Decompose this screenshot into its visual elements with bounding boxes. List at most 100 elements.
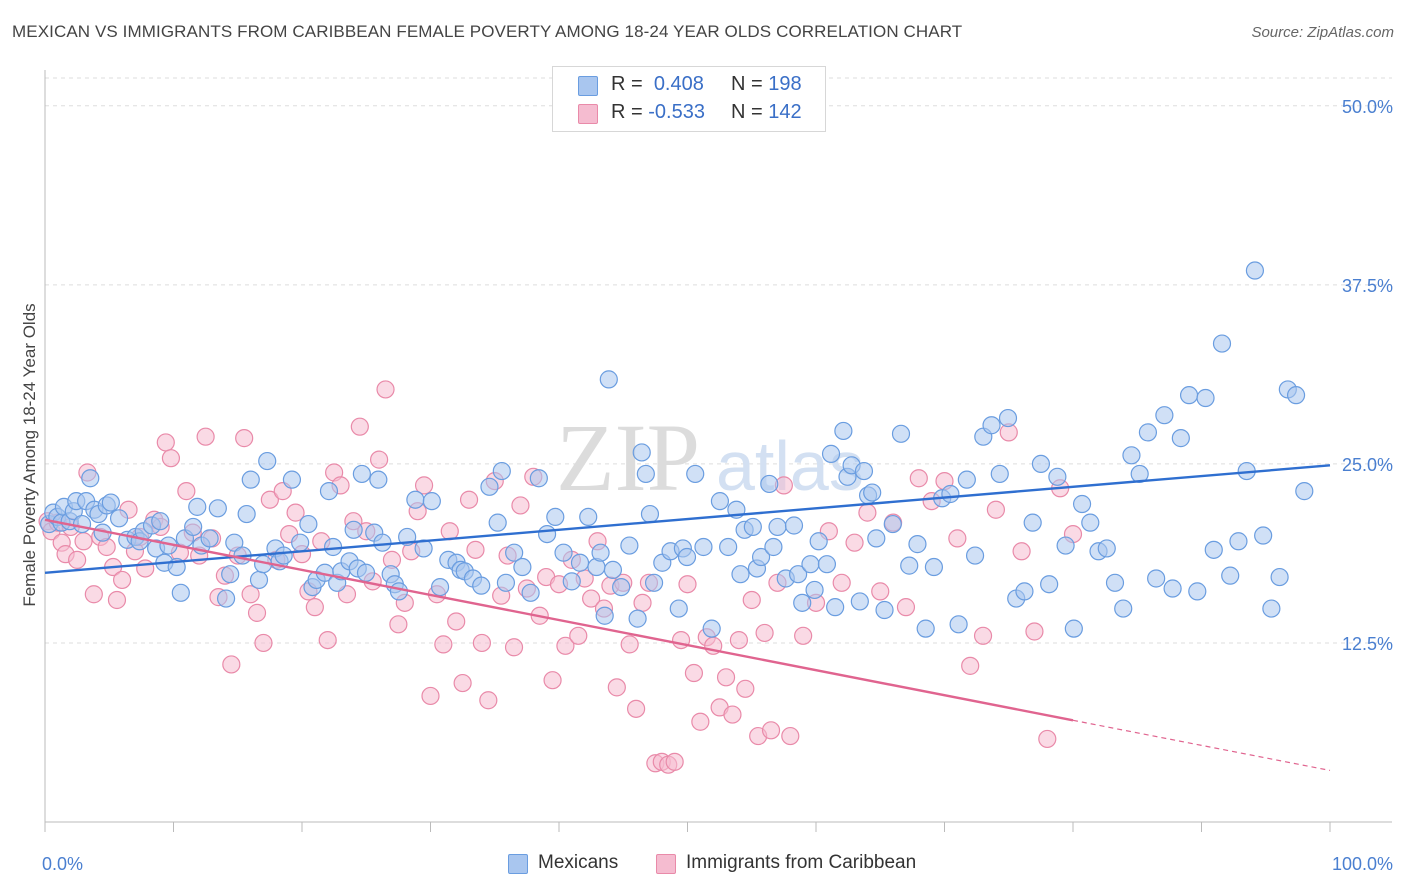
point-caribbean [607, 678, 626, 697]
point-mexicans [184, 517, 203, 537]
point-mexicans [344, 520, 363, 539]
trend-lines [44, 464, 1331, 772]
point-mexicans [1048, 467, 1067, 486]
point-mexicans [620, 536, 639, 555]
point-mexicans [1064, 619, 1083, 638]
point-mexicans [225, 533, 244, 552]
point-mexicans [628, 609, 647, 628]
point-caribbean [421, 686, 440, 706]
legend-correlation: R = 0.408 N = 198 R = -0.533 N = 142 [552, 66, 826, 132]
legend-r: R = -0.533 [611, 101, 705, 123]
point-mexicans [1031, 454, 1051, 474]
point-mexicans [990, 464, 1009, 484]
point-caribbean [247, 603, 267, 622]
point-mexicans [521, 583, 540, 602]
point-mexicans [941, 484, 960, 504]
chart-source: Source: ZipAtlas.com [1251, 24, 1394, 41]
point-mexicans [472, 576, 491, 595]
point-caribbean [136, 559, 155, 578]
point-caribbean [479, 691, 498, 710]
point-caribbean [440, 522, 459, 541]
point-mexicans [1262, 599, 1281, 618]
point-caribbean [84, 585, 103, 604]
point-mexicans [208, 499, 227, 518]
point-caribbean [973, 626, 993, 645]
y-tick-label: 50.0% [1342, 97, 1393, 117]
point-mexicans [768, 517, 787, 537]
legend-r-value: -0.533 [648, 101, 705, 123]
point-mexicans [1040, 575, 1059, 594]
legend-r: R = 0.408 [611, 73, 704, 95]
point-mexicans [299, 514, 318, 534]
point-mexicans [1286, 386, 1306, 405]
legend-label: Immigrants from Caribbean [686, 852, 917, 873]
point-caribbean [107, 590, 127, 610]
point-mexicans [612, 577, 631, 597]
point-mexicans [883, 514, 902, 534]
point-mexicans [546, 507, 565, 527]
point-mexicans [1081, 513, 1100, 532]
point-mexicans [949, 615, 968, 634]
point-mexicans [492, 461, 511, 481]
legend-swatch-blue [508, 854, 528, 874]
point-mexicans [529, 469, 548, 488]
point-mexicans [694, 537, 713, 557]
point-caribbean [543, 671, 562, 690]
point-caribbean [254, 633, 273, 653]
point-mexicans [356, 563, 376, 582]
point-caribbean [156, 433, 175, 452]
point-mexicans [854, 461, 874, 481]
point-mexicans [891, 424, 911, 443]
point-caribbean [755, 623, 774, 643]
point-mexicans [1179, 386, 1199, 405]
legend-label: Mexicans [538, 852, 619, 873]
y-tick-label: 12.5% [1342, 634, 1393, 654]
point-mexicans [867, 529, 886, 548]
point-caribbean [161, 449, 181, 468]
point-mexicans [373, 533, 392, 552]
x-tick-label-max: 100.0% [1332, 854, 1393, 874]
point-mexicans [669, 599, 688, 618]
point-caribbean [370, 450, 389, 469]
point-caribbean [729, 630, 749, 650]
point-mexicans [1295, 482, 1314, 501]
point-mexicans [1245, 261, 1265, 280]
point-mexicans [1114, 599, 1133, 618]
y-tick-label: 37.5% [1342, 276, 1393, 296]
x-tick-label-min: 0.0% [42, 854, 83, 874]
point-mexicans [109, 509, 129, 528]
point-mexicans [422, 492, 441, 511]
trend-line-caribbean-extension [1072, 719, 1331, 772]
point-mexicans [237, 504, 256, 524]
legend-r-value: 0.408 [653, 73, 704, 95]
point-mexicans [826, 598, 845, 617]
point-mexicans [72, 514, 92, 534]
point-caribbean [684, 663, 704, 683]
point-caribbean [196, 427, 215, 446]
watermark-zip: ZIP [556, 404, 700, 511]
point-mexicans [916, 619, 935, 638]
point-mexicans [1163, 579, 1182, 598]
point-mexicans [957, 470, 976, 489]
point-mexicans [1105, 573, 1125, 592]
point-caribbean [447, 612, 466, 631]
point-mexicans [760, 474, 779, 494]
point-caribbean [235, 429, 254, 448]
point-caribbean [556, 636, 575, 655]
point-mexicans [505, 543, 524, 562]
legend-n-value: 142 [768, 101, 802, 123]
point-mexicans [406, 490, 425, 509]
point-mexicans [1212, 334, 1232, 353]
point-caribbean [781, 726, 800, 746]
legend-series: Mexicans Immigrants from Caribbean [0, 852, 1406, 878]
point-caribbean [665, 752, 684, 771]
point-caribbean [986, 500, 1006, 519]
point-mexicans [743, 517, 762, 537]
point-caribbean [472, 633, 491, 653]
point-caribbean [620, 635, 639, 654]
point-mexicans [636, 464, 655, 484]
point-mexicans [319, 482, 339, 501]
point-caribbean [376, 380, 395, 399]
point-mexicans [221, 565, 240, 584]
